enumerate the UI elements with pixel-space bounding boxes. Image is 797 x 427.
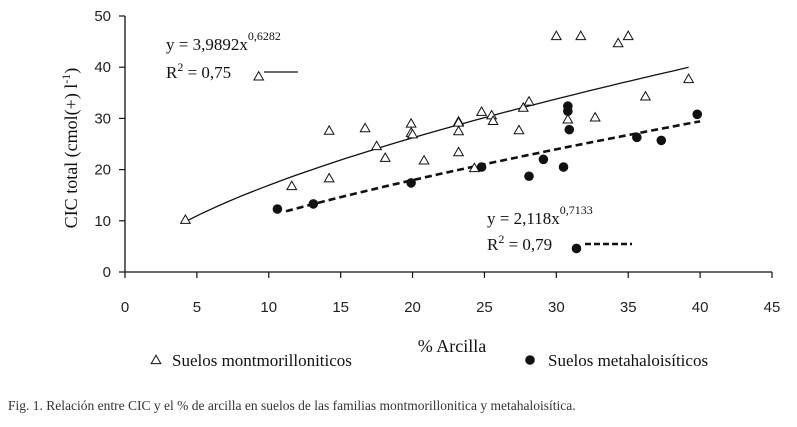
data-point-series-1	[517, 101, 529, 112]
figure-caption: Fig. 1. Relación entre CIC y el % de arc…	[8, 398, 576, 413]
y-axis-title: CIC total (cmol(+) l-1)	[59, 68, 82, 229]
r-squared-2: R2 = 0,79	[487, 232, 552, 254]
legend-marker-series-2	[525, 355, 535, 365]
data-point-series-1	[405, 117, 417, 128]
x-axis-title: % Arcilla	[418, 336, 486, 356]
trend-equation-exponent: 0,6282	[248, 29, 281, 43]
r-squared-prefix: R	[166, 63, 178, 82]
data-point-series-1	[370, 140, 383, 151]
data-point-series-2	[538, 154, 549, 165]
trend-line-series-2	[285, 120, 701, 213]
data-point-series-1	[452, 146, 465, 157]
legend-label-series-1: Suelos montmorilloniticos	[172, 351, 352, 370]
trend-equation-base: y = 3,9892x	[166, 35, 248, 54]
data-point-series-1	[323, 172, 335, 183]
y-axis-title-sup: -1	[59, 74, 73, 84]
trend-equation-exponent: 0,7133	[560, 203, 593, 217]
data-point-series-1	[622, 30, 634, 41]
x-tick-label: 45	[764, 299, 781, 316]
data-point-series-1	[523, 95, 535, 106]
y-tick-label: 20	[94, 162, 111, 179]
data-point-series-2	[564, 124, 575, 135]
y-tick-label: 30	[94, 110, 111, 127]
x-tick-label: 25	[476, 299, 493, 316]
data-point-series-1	[379, 152, 391, 162]
trend-lines	[186, 66, 701, 222]
x-tick-label: 15	[332, 299, 349, 316]
trend-equation-2: y = 2,118x0,7133	[487, 203, 593, 228]
data-point-series-2	[571, 243, 582, 254]
legend: Suelos montmorilloniticos Suelos metahalo…	[150, 351, 708, 370]
data-point-series-1	[575, 30, 587, 41]
data-point-series-2	[272, 204, 283, 214]
data-point-series-1	[418, 154, 430, 165]
y-tick-label: 0	[103, 264, 111, 281]
x-tick-label: 35	[620, 299, 637, 316]
x-tick-label: 20	[404, 299, 421, 316]
y-axis-title-close: )	[61, 68, 82, 74]
x-tick-label: 5	[193, 299, 201, 316]
data-point-series-1	[639, 90, 652, 101]
data-point-series-2	[308, 199, 319, 209]
scatter-chart: 0 5 10 15 20 25 30 35 40 45 0 10 20 30 40 50 % Arcilla CI…	[59, 8, 780, 370]
y-tick-label: 50	[94, 8, 111, 25]
data-point-series-1	[612, 37, 624, 48]
axes: 0 5 10 15 20 25 30 35 40 45 0 10 20 30 40 50 % Arcilla CI…	[59, 8, 780, 356]
legend-label-series-2: Suelos metahaloisíticos	[548, 351, 708, 370]
r-squared-value: = 0,79	[504, 235, 552, 254]
y-tick-label: 40	[94, 59, 111, 76]
data-point-series-1	[286, 180, 298, 191]
data-point-series-1	[513, 124, 525, 135]
r-squared-prefix: R	[487, 235, 499, 254]
data-point-series-1	[475, 105, 488, 116]
data-point-series-1	[550, 30, 562, 41]
data-point-series-2	[692, 109, 703, 120]
data-point-series-2	[524, 171, 534, 182]
legend-marker-series-1	[150, 354, 162, 365]
data-point-series-1	[468, 162, 481, 173]
data-point-series-1	[406, 128, 419, 139]
data-point-series-2	[558, 162, 569, 172]
data-point-series-1	[487, 115, 499, 126]
y-tick-label: 10	[94, 213, 111, 230]
r-squared-1: R2 = 0,75	[166, 60, 231, 82]
x-tick-label: 40	[692, 299, 709, 316]
data-point-series-1	[452, 125, 465, 136]
data-point-series-2	[476, 162, 487, 172]
data-point-series-2	[563, 106, 573, 117]
r-squared-sup: 2	[177, 60, 183, 74]
data-point-series-2	[632, 132, 642, 143]
trend-line-series-1	[186, 66, 689, 222]
trend-equation-base: y = 2,118x	[487, 209, 560, 228]
data-points	[179, 30, 703, 254]
data-point-series-1	[179, 213, 192, 224]
data-point-series-2	[406, 178, 416, 188]
r-squared-sup: 2	[498, 232, 504, 246]
data-point-series-1	[562, 113, 574, 124]
data-point-series-1	[323, 124, 335, 135]
data-point-series-1	[589, 111, 601, 122]
r-squared-value: = 0,75	[183, 63, 231, 82]
x-tick-label: 10	[260, 299, 277, 316]
data-point-series-1	[253, 70, 265, 81]
x-tick-label: 30	[548, 299, 565, 316]
data-point-series-1	[682, 73, 695, 84]
y-axis-title-main: CIC total (cmol(+) l	[61, 84, 82, 229]
trend-equation-1: y = 3,9892x0,6282	[166, 29, 281, 54]
x-tick-label: 0	[121, 299, 129, 316]
data-point-series-1	[359, 122, 371, 133]
data-point-series-2	[656, 135, 667, 146]
